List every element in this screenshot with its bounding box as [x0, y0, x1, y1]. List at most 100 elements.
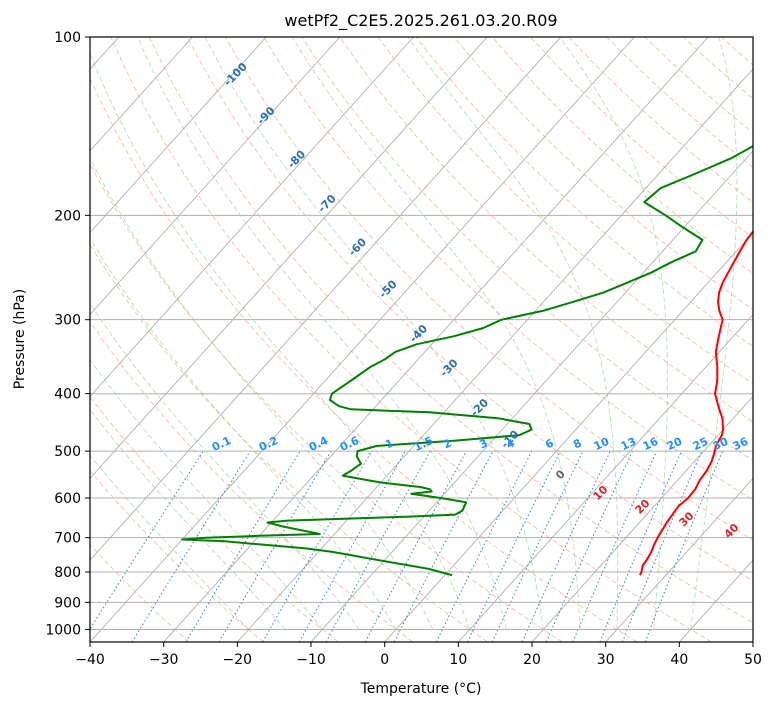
- x-tick-label: 30: [597, 652, 615, 668]
- dry-adiabat-label: -30: [437, 356, 460, 379]
- mixing-ratio-label: 8: [571, 436, 583, 451]
- y-tick-label: 700: [54, 531, 81, 547]
- mixing-ratio-line: [325, 450, 431, 642]
- moist-adiabat-label: 20: [633, 496, 653, 516]
- mixing-ratio-line: [298, 450, 406, 642]
- isotherm-line: [90, 37, 267, 234]
- dry-adiabat-label: -60: [346, 235, 369, 258]
- moist-adiabat-line: [90, 409, 286, 630]
- moist-adiabat-line: [90, 157, 434, 630]
- mixing-ratio-line: [435, 450, 533, 642]
- x-tick-label: −10: [296, 652, 326, 668]
- y-axis-label: Pressure (hPa): [12, 289, 28, 389]
- dry-adiabat-line: [225, 37, 753, 541]
- y-tick-label: 900: [54, 595, 81, 611]
- isotherm-line: [90, 37, 193, 152]
- isotherm-line: [90, 37, 635, 642]
- mixing-ratio-label: 2: [441, 436, 453, 451]
- dry-adiabat-line: [720, 37, 753, 66]
- profile-traces: [181, 144, 753, 577]
- isotherm-line: [90, 37, 414, 398]
- mixing-ratio-line: [644, 450, 724, 642]
- y-tick-label: 300: [54, 313, 81, 329]
- moist-adiabat-line: [204, 37, 544, 630]
- dry-adiabat-line: [606, 37, 753, 168]
- mixing-ratio-line: [364, 450, 467, 642]
- mixing-ratio-label: 20: [665, 435, 685, 453]
- mixing-ratio-line: [599, 450, 682, 642]
- moist-adiabat-line: [407, 37, 619, 630]
- dry-adiabat-line: [110, 37, 712, 642]
- dry-adiabat-line: [90, 163, 563, 642]
- moist-adiabat-label: 10: [591, 483, 611, 503]
- mixing-ratio-label: 25: [691, 435, 710, 453]
- dry-adiabat-line: [148, 37, 753, 624]
- y-axis: 100 200 300 400 500 600 700 800 900 1000: [45, 30, 90, 638]
- dry-adiabat-label: -80: [285, 148, 308, 171]
- isotherm-line: [90, 37, 562, 561]
- mixing-ratio-line: [491, 450, 584, 642]
- dry-adiabat-label: -50: [376, 277, 399, 300]
- mixing-ratio-label: 30: [711, 435, 731, 453]
- mixing-ratio-line: [521, 450, 611, 642]
- dry-adiabat-line: [339, 37, 753, 423]
- y-tick-label: 500: [54, 444, 81, 460]
- mixing-ratio-line: [90, 450, 204, 630]
- x-tick-label: −20: [223, 652, 253, 668]
- dry-adiabat-line: [90, 396, 339, 642]
- x-axis-label: Temperature (°C): [360, 681, 482, 697]
- dry-adiabat-label: -100: [221, 60, 250, 89]
- dewpoint-trace: [181, 144, 753, 577]
- moist-adiabat-line: [90, 359, 323, 630]
- isotherm-line: [90, 37, 488, 479]
- mixing-ratio-label: 36: [731, 435, 751, 453]
- mixing-ratio-label: 10: [592, 435, 612, 453]
- y-tick-label: 1000: [45, 622, 81, 638]
- dry-adiabat-line: [90, 321, 414, 642]
- isotherm-line: [236, 68, 753, 642]
- dry-adiabat-line: [377, 37, 753, 385]
- dry-adiabat-line: [644, 37, 753, 134]
- moist-adiabat-label: 0: [553, 467, 568, 482]
- mixing-ratio-line: [545, 450, 633, 642]
- dry-adiabat-label: -90: [254, 104, 277, 127]
- mixing-ratio-line: [131, 450, 251, 642]
- background-lines: [90, 37, 753, 642]
- y-tick-label: 800: [54, 565, 81, 581]
- moist-adiabat-line: [90, 52, 470, 630]
- dry-adiabat-line: [90, 470, 264, 642]
- dry-adiabat-line: [263, 37, 753, 501]
- mixing-ratio-label: 13: [619, 435, 638, 453]
- moist-adiabat-label: 30: [677, 509, 697, 529]
- x-tick-label: 50: [744, 652, 762, 668]
- moist-adiabat-line: [90, 454, 249, 630]
- moist-adiabat-line: [690, 37, 738, 630]
- isotherm-line: [384, 232, 753, 642]
- y-tick-label: 200: [54, 208, 81, 224]
- y-tick-label: 600: [54, 491, 81, 507]
- mixing-ratio-label: 16: [641, 435, 661, 453]
- isotherm-line: [310, 150, 753, 642]
- x-tick-label: −40: [75, 652, 105, 668]
- mixing-ratio-line: [467, 450, 561, 642]
- x-tick-label: 0: [380, 652, 389, 668]
- mixing-ratio-line: [572, 450, 658, 642]
- isotherm-line: [90, 37, 341, 316]
- chart-title: wetPf2_C2E5.2025.261.03.20.R09: [284, 11, 557, 31]
- mixing-ratio-line: [621, 450, 703, 642]
- dry-adiabat-line: [682, 37, 753, 100]
- isotherm-line: [605, 477, 753, 642]
- y-tick-label: 400: [54, 387, 81, 403]
- moist-adiabat-line: [90, 237, 397, 630]
- isotherm-line: [752, 641, 753, 642]
- plot-frame: [89, 36, 754, 643]
- dry-adiabat-line: [530, 37, 753, 239]
- x-tick-label: 20: [523, 652, 541, 668]
- moist-adiabat-line: [291, 37, 581, 630]
- dry-adiabat-line: [186, 37, 753, 582]
- x-axis: −40 −30 −20 −10 0 10 20 30 40 50: [75, 642, 762, 668]
- dry-adiabat-line: [301, 37, 753, 461]
- moist-adiabat-line: [559, 37, 668, 630]
- temperature-trace: [639, 230, 753, 576]
